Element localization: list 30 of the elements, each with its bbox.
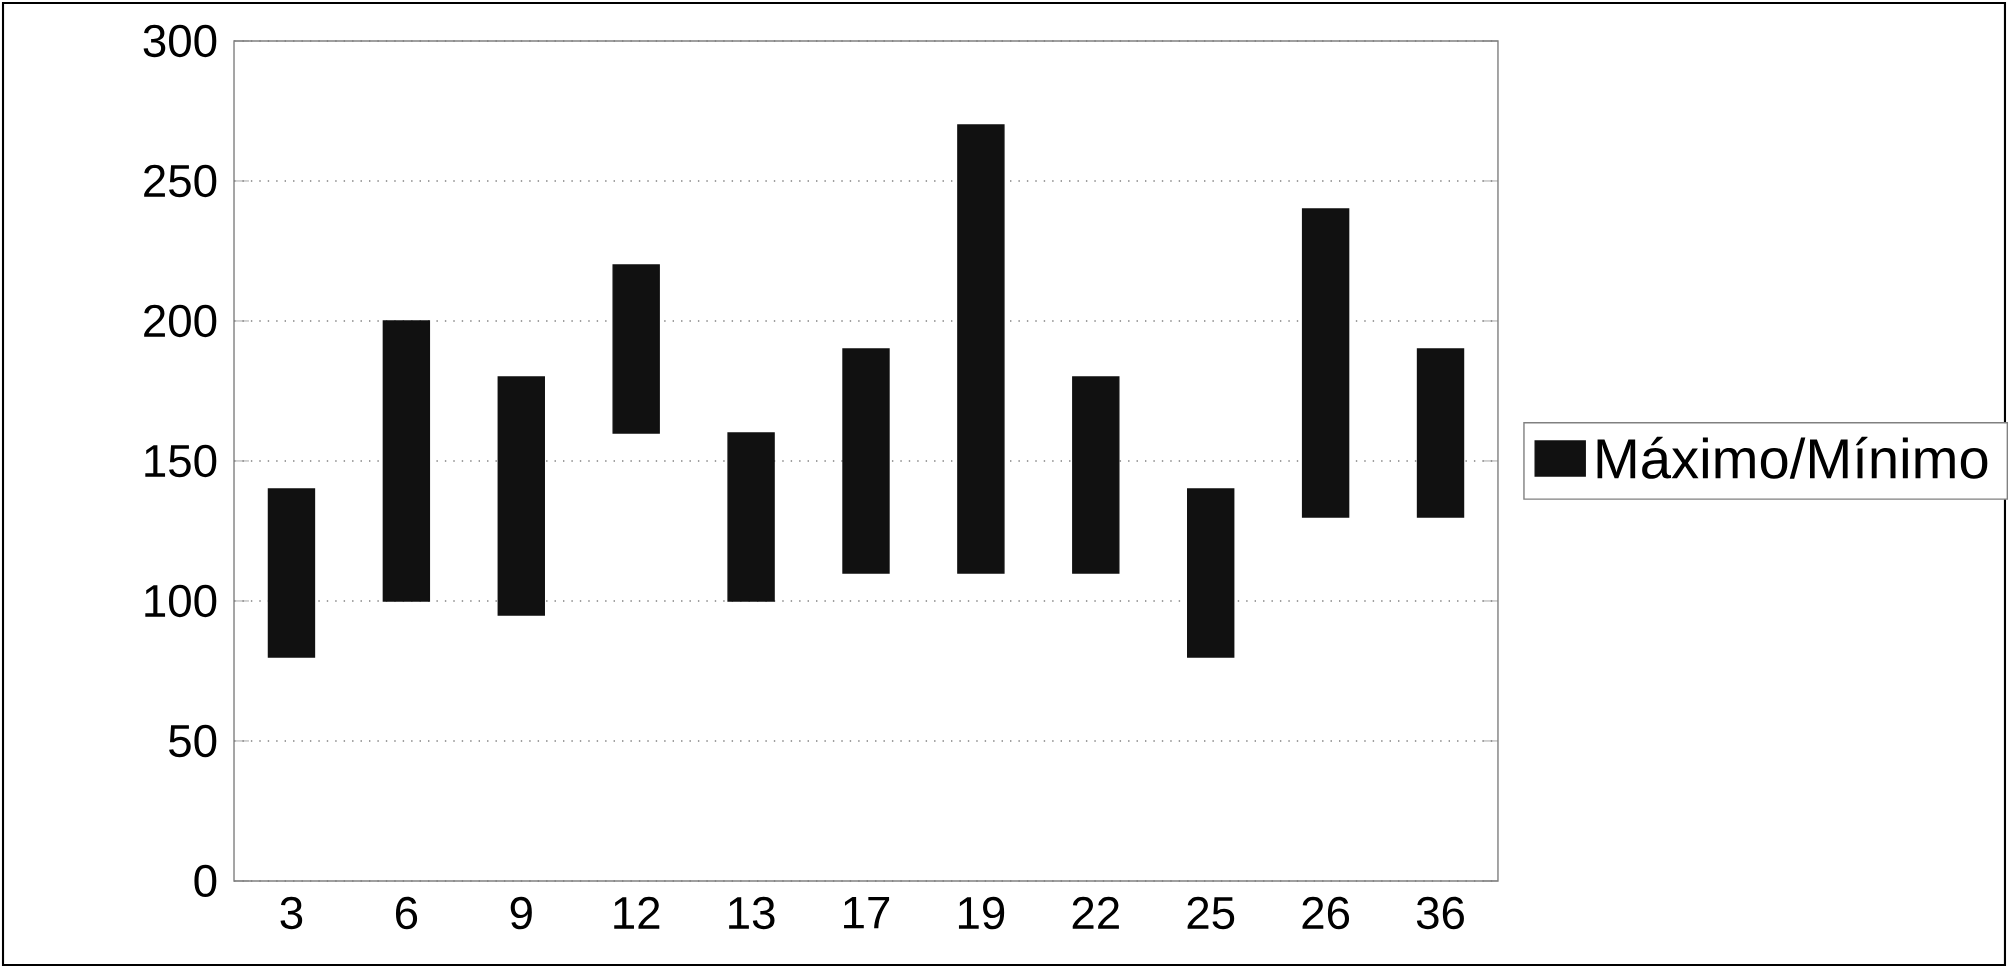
y-tick-label: 100 <box>145 584 217 618</box>
bar <box>1072 376 1120 574</box>
bar <box>727 432 775 602</box>
bar <box>1301 208 1350 518</box>
x-tick-label: 22 <box>1072 896 1119 929</box>
y-tick-label: 250 <box>144 164 217 198</box>
y-tick-label: 50 <box>169 724 217 758</box>
x-tick-label: 25 <box>1187 896 1235 930</box>
x-tick-label: 17 <box>844 896 890 929</box>
bar <box>382 320 431 602</box>
bar <box>842 348 890 574</box>
x-tick-label: 6 <box>395 896 418 930</box>
bar <box>957 124 1005 574</box>
x-tick-label: 13 <box>729 896 775 930</box>
y-tick-label: 0 <box>194 864 217 898</box>
x-tick-label: 3 <box>280 896 303 930</box>
bar <box>267 488 316 658</box>
y-tick-label: 300 <box>143 24 217 58</box>
x-tick-label: 9 <box>510 896 532 930</box>
x-tick-label: 12 <box>614 896 660 929</box>
x-tick-label: 19 <box>958 896 1005 930</box>
bar <box>497 376 545 616</box>
x-tick-label: 36 <box>1416 896 1464 930</box>
bar <box>612 264 660 434</box>
legend-label: Máximo/Mínimo <box>1597 436 1988 479</box>
bar <box>1416 348 1465 518</box>
y-tick-label: 150 <box>145 444 217 478</box>
x-tick-label: 26 <box>1302 896 1350 930</box>
y-tick-label: 200 <box>144 304 217 338</box>
bar <box>1187 488 1235 658</box>
